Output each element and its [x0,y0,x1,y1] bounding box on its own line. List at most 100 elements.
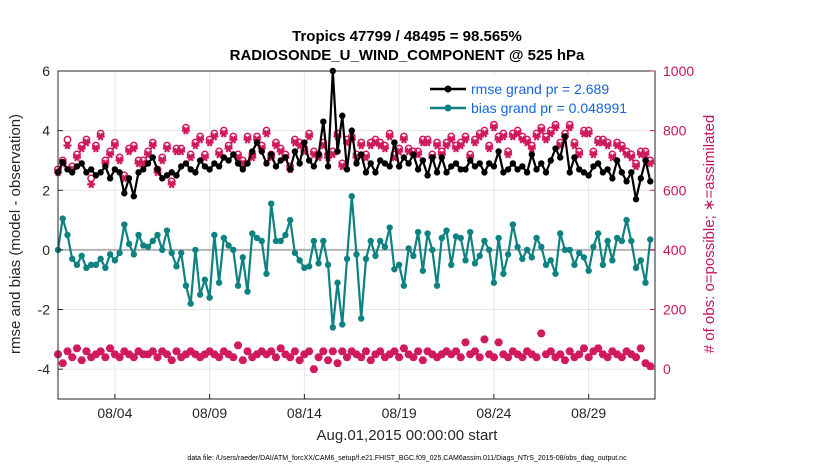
rmse-point [130,193,138,200]
bias-point [381,243,389,251]
rmse-point [471,163,479,170]
obs-count-low-assimilated-marker [243,347,252,356]
rmse-point [557,154,564,161]
bias-point [419,267,427,274]
rmse-point [220,154,228,161]
obs-assimilated-marker [542,135,551,144]
obs-assimilated-marker [129,144,138,153]
rmse-point [339,112,346,119]
obs-assimilated-marker [115,156,124,165]
obs-count-low-assimilated-marker [366,356,375,365]
obs-count-low-assimilated-marker [129,353,138,362]
rmse-point [547,157,554,164]
bias-point [102,264,109,271]
y-tick-label: 4 [42,123,50,139]
rmse-point [253,139,261,146]
obs-count-low-assimilated-marker [290,347,299,356]
obs-assimilated-marker [205,138,214,147]
rmse-point [59,158,66,166]
rmse-point [315,151,322,158]
rmse-point [78,160,85,167]
obs-count-low-assimilated-marker [399,344,408,353]
bias-point [414,228,422,236]
obs-count-low-assimilated-marker [148,347,157,356]
rmse-point [575,166,583,173]
obs-count-low-assimilated-marker [556,350,565,359]
rmse-point [628,169,635,176]
rmse-point [410,151,417,158]
obs-count-low-assimilated-marker [504,353,513,362]
obs-count-low-assimilated-marker [319,347,328,356]
obs-count-low-assimilated-marker [324,356,333,365]
bias-point [149,237,156,245]
bias-point [528,254,536,261]
rmse-point [485,160,493,167]
obs-assimilated-marker [328,150,337,159]
x-tick-label: 08/24 [476,405,511,421]
plot-frame [57,70,656,400]
rmse-point [64,166,71,173]
rmse-point [509,160,517,167]
rmse-point [448,163,455,170]
rmse-point [632,196,640,203]
obs-assimilated-marker [551,123,560,132]
obs-assimilated-marker [504,150,513,159]
bias-point [618,237,626,245]
obs-count-low-assimilated-marker [409,353,418,362]
bias-point [533,234,540,242]
tick-labels: 08/04 08/09 08/14 08/19 08/24 08/29 -4 -2 0 2 4 6 0 2… [38,63,695,421]
bias-point [358,315,365,322]
obs-assimilated-marker [82,138,91,147]
obs-count-low-assimilated-marker [494,338,503,347]
obs-assimilated-marker [433,141,442,150]
obs-assimilated-marker [456,141,465,150]
obs-count-low-assimilated-marker [153,353,162,362]
rmse-point [353,160,360,167]
rmse-point [324,163,332,170]
bias-point [457,234,464,242]
rmse-point [618,169,626,176]
bias-point [485,246,493,254]
obs-count-low-assimilated-marker [238,356,247,365]
obs-count-low-assimilated-marker [343,353,352,362]
obs-assimilated-marker [423,138,432,147]
rmse-point [282,154,289,161]
obs-count-low-assimilated-marker [328,347,337,356]
rmse-point [642,157,649,164]
plot-area [58,71,655,399]
obs-assimilated-marker [148,141,157,150]
obs-count-low-assimilated-marker [414,347,423,356]
rmse-point [159,175,166,182]
rmse-point [495,148,502,155]
obs-count-low-assimilated-marker [390,347,399,356]
obs-count-low-assimilated-marker [172,347,181,356]
bias-point [310,237,318,245]
obs-count-low-assimilated-marker [286,353,295,362]
rmse-point [187,166,194,173]
rmse-point [215,163,223,170]
obs-count-low-assimilated-marker [579,344,588,353]
rmse-point [429,154,436,161]
obs-count-low-assimilated-marker [518,353,527,362]
bias-point [519,255,526,263]
bias-point [196,291,204,298]
bias-point [230,246,237,254]
rmse-point [230,151,237,158]
obs-count-low-assimilated-marker [461,338,470,347]
bias-point [187,300,194,307]
rmse-point [196,157,204,164]
obs-count-low-assimilated-marker [309,365,318,374]
bias-point [215,279,223,286]
bias-point [163,227,171,234]
bias-point [106,251,114,258]
obs-assimilated-marker [470,138,479,147]
obs-count-low-assimilated-marker [489,353,498,362]
x-tick-label: 08/09 [192,405,227,421]
bias-point [391,266,398,273]
obs-assimilated-marker [162,144,171,153]
x-tick-label: 08/19 [382,405,417,421]
obs-assimilated-marker [91,144,100,153]
bias-point [192,246,199,254]
rmse-point [334,148,341,155]
rmse-point [367,160,374,167]
